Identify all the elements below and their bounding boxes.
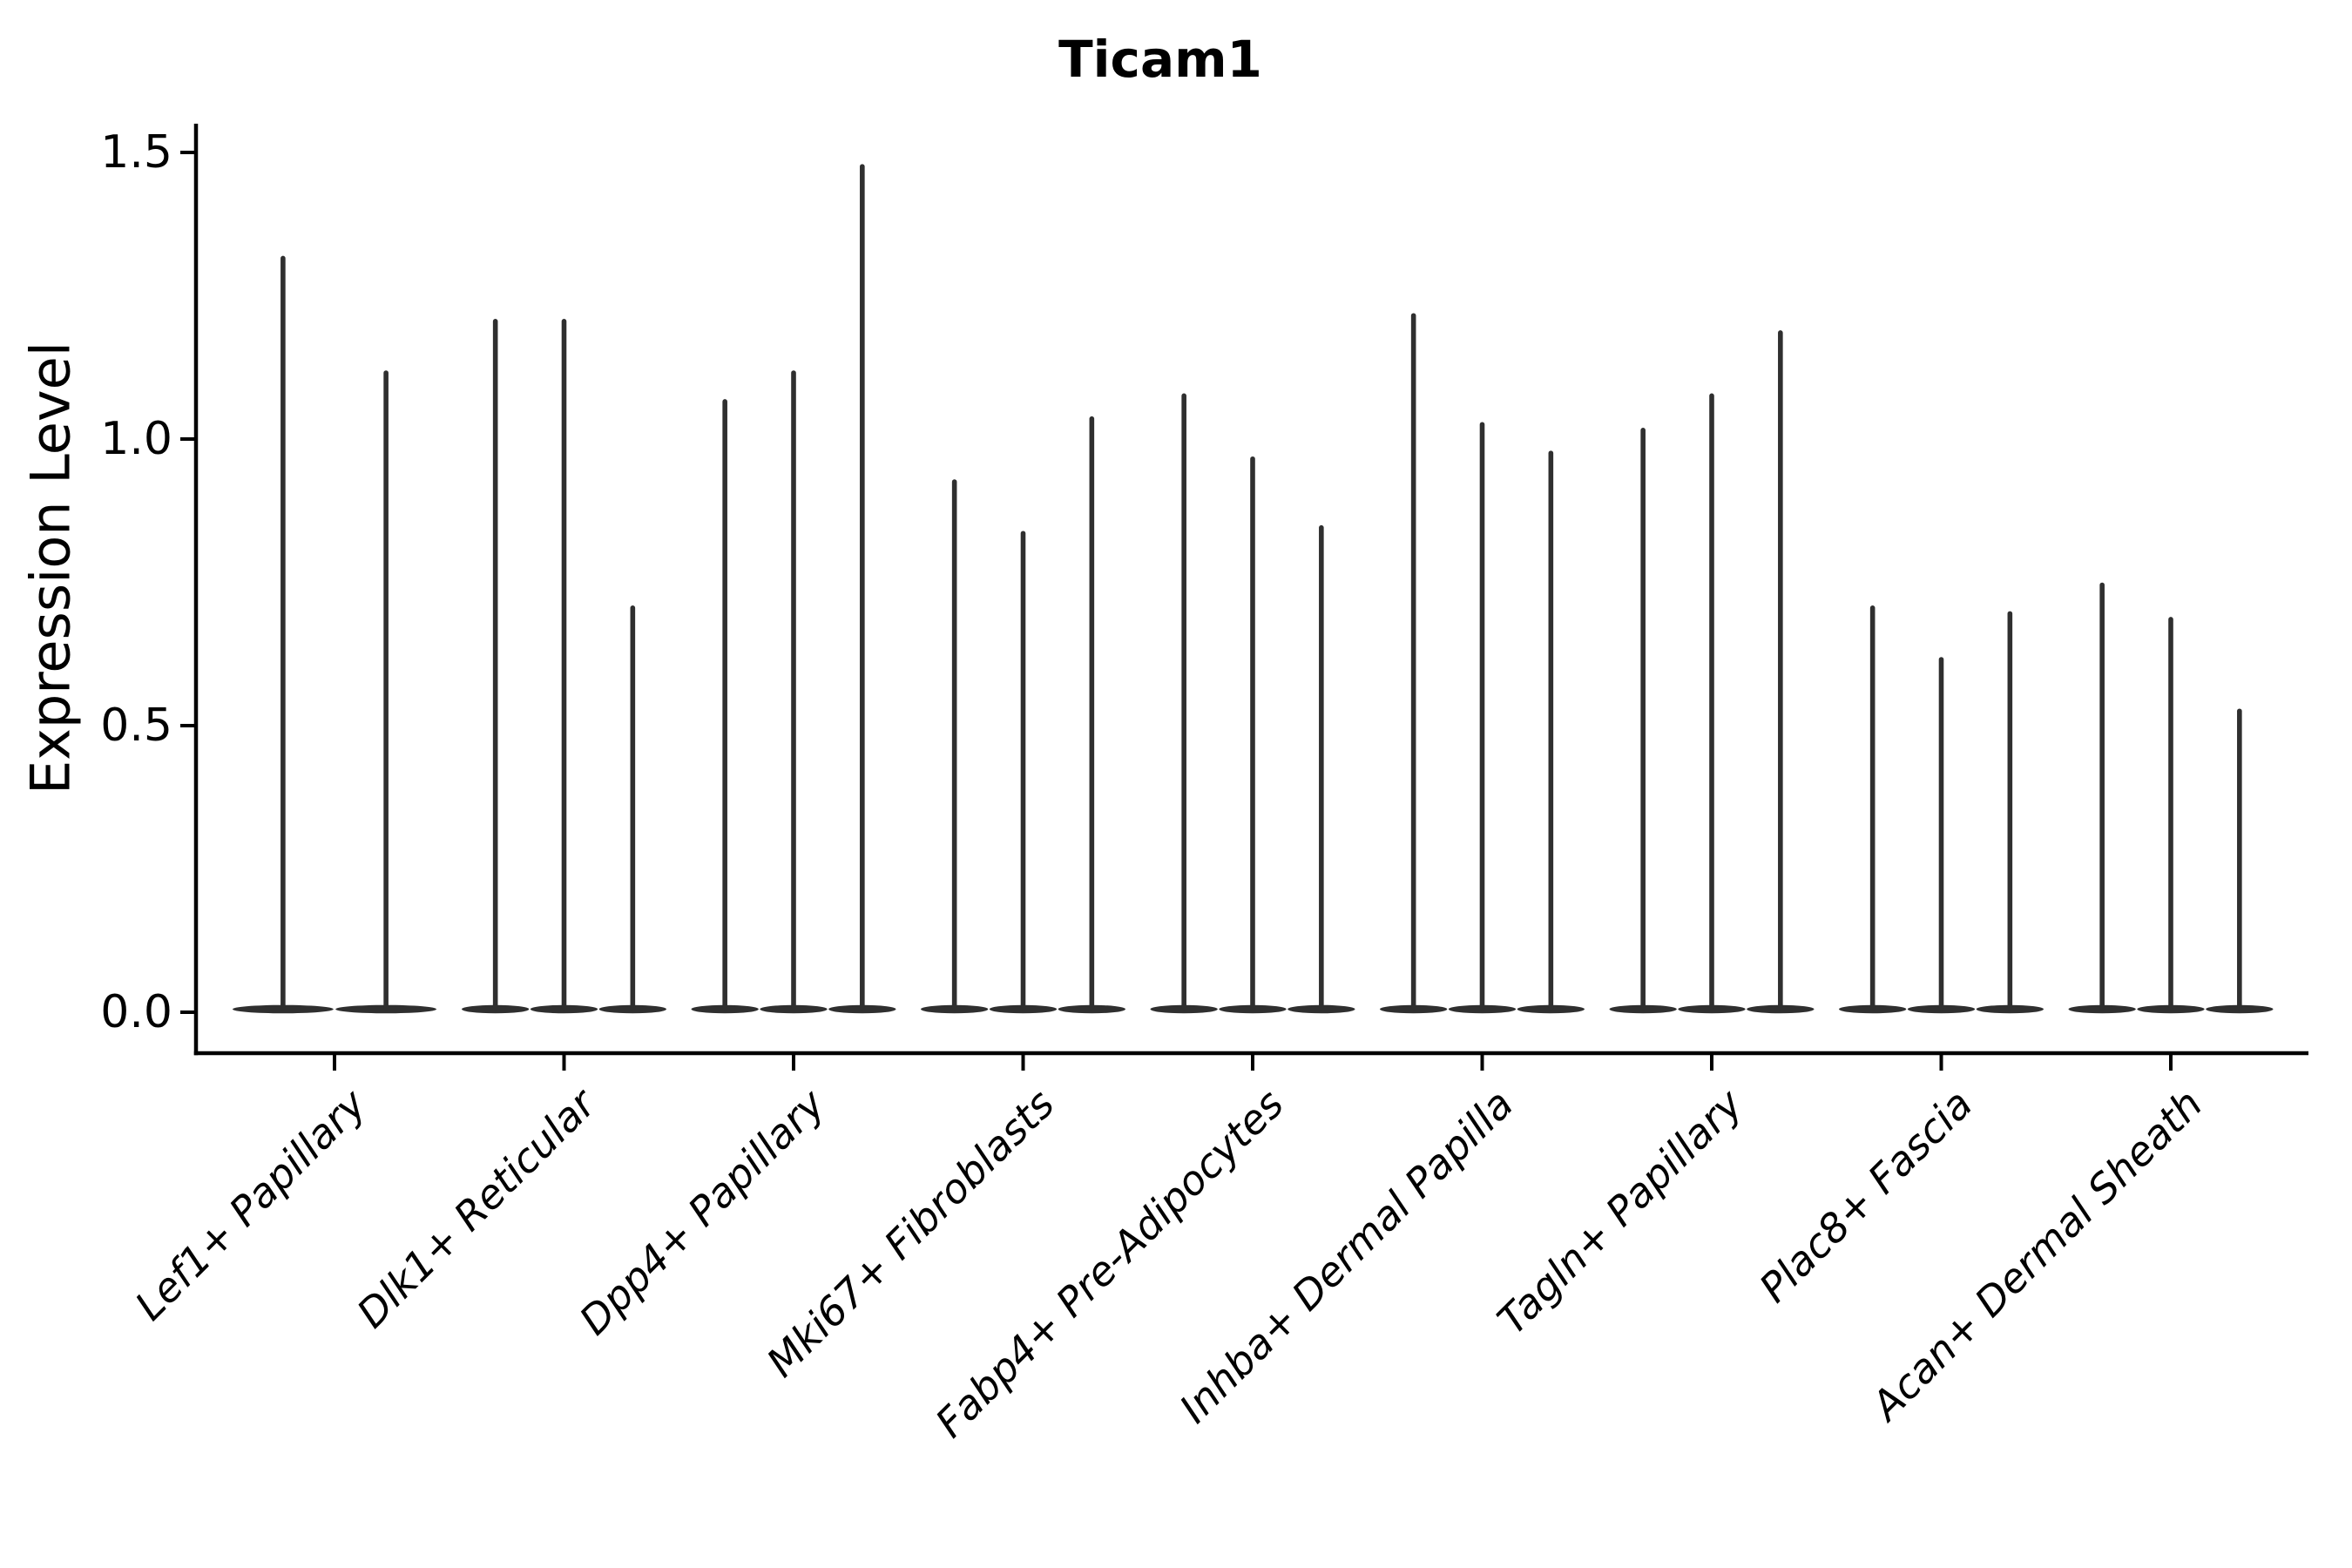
- y-tick-label: 0.5: [100, 700, 172, 752]
- chart-title: Ticam1: [1058, 30, 1262, 89]
- y-tick-label: 0.0: [100, 986, 172, 1038]
- y-tick-label: 1.0: [100, 413, 172, 465]
- y-tick-label: 1.5: [100, 126, 172, 179]
